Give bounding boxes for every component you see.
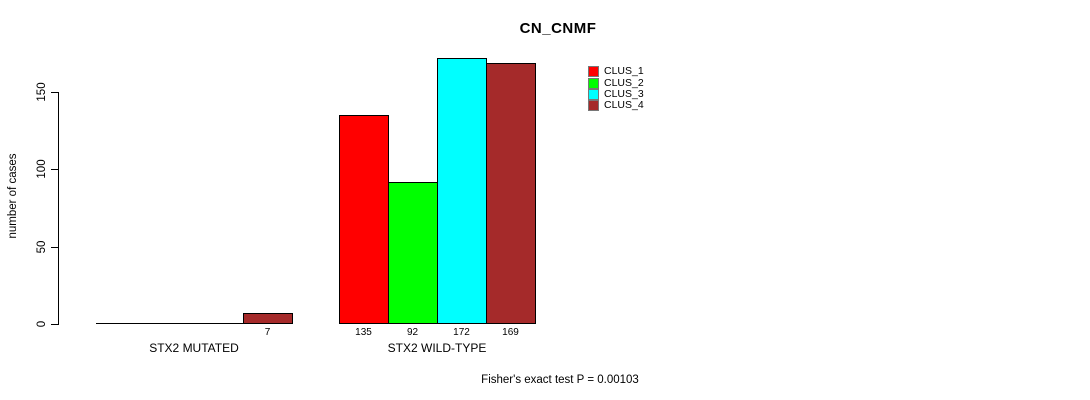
bar-CLUS_1 xyxy=(339,115,389,324)
legend-label: CLUS_2 xyxy=(604,76,644,89)
y-tick-label: 50 xyxy=(36,240,48,254)
y-tick-mark xyxy=(51,92,58,93)
bar-value-label: 135 xyxy=(355,327,372,338)
legend-swatch xyxy=(588,66,599,78)
y-axis-line xyxy=(58,92,59,325)
bar-value-label: 169 xyxy=(502,327,519,338)
y-tick-label: 150 xyxy=(36,82,48,102)
x-group-label: STX2 MUTATED xyxy=(149,341,239,355)
legend-item: CLUS_3 xyxy=(588,87,644,100)
bar-CLUS_2 xyxy=(145,323,195,324)
bar-CLUS_1 xyxy=(96,323,146,324)
y-tick-mark xyxy=(51,169,58,170)
legend-label: CLUS_4 xyxy=(604,99,644,112)
bar-value-label: 92 xyxy=(406,327,419,338)
y-tick-mark xyxy=(51,324,58,325)
bar-CLUS_2 xyxy=(388,182,438,324)
legend-item: CLUS_1 xyxy=(588,65,644,78)
bar-CLUS_4 xyxy=(486,63,536,324)
legend-item: CLUS_2 xyxy=(588,76,644,89)
y-tick-label: 0 xyxy=(36,320,48,328)
bar-CLUS_3 xyxy=(437,58,487,324)
legend-swatch xyxy=(588,100,599,112)
bar-CLUS_3 xyxy=(194,323,244,324)
legend: CLUS_1 CLUS_2 CLUS_3 CLUS_4 xyxy=(588,66,644,112)
legend-swatch xyxy=(588,77,599,89)
y-axis-label: number of cases xyxy=(7,153,19,239)
legend-item: CLUS_4 xyxy=(588,99,644,112)
legend-label: CLUS_1 xyxy=(604,65,644,78)
bar-CLUS_4 xyxy=(243,313,293,324)
chart-title: CN_CNMF xyxy=(519,20,597,37)
legend-label: CLUS_3 xyxy=(604,87,644,100)
bar-value-label: 7 xyxy=(264,327,271,338)
legend-swatch xyxy=(588,88,599,100)
y-tick-mark xyxy=(51,247,58,248)
y-tick-label: 100 xyxy=(36,159,48,179)
x-group-label: STX2 WILD-TYPE xyxy=(387,341,487,355)
bar-value-label: 172 xyxy=(453,327,470,338)
stat-test-annotation: Fisher's exact test P = 0.00103 xyxy=(481,374,639,386)
